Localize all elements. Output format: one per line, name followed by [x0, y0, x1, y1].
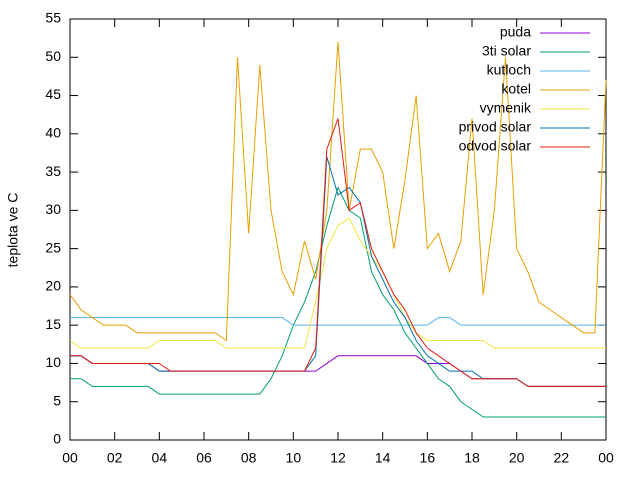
x-tick-label: 00 — [598, 450, 614, 466]
x-tick-label: 14 — [375, 450, 391, 466]
x-tick-label: 10 — [286, 450, 302, 466]
series-line — [70, 355, 606, 387]
x-tick-label: 00 — [62, 450, 78, 466]
x-tick-label: 08 — [241, 450, 257, 466]
x-tick-label: 06 — [196, 450, 212, 466]
legend-label: odvod solar — [459, 138, 532, 154]
series-line — [70, 118, 606, 387]
series-line — [70, 317, 606, 326]
legend-label: privod solar — [459, 119, 532, 135]
legend-label: kotel — [501, 81, 531, 97]
series-line — [70, 186, 606, 418]
x-tick-label: 18 — [464, 450, 480, 466]
legend-label: kutloch — [487, 62, 531, 78]
y-tick-label: 55 — [45, 10, 61, 26]
series-line — [69, 217, 606, 349]
y-tick-label: 10 — [45, 354, 61, 370]
legend-label: puda — [500, 24, 531, 40]
y-tick-label: 30 — [45, 201, 61, 217]
x-tick-label: 20 — [509, 450, 525, 466]
series-line — [70, 156, 606, 387]
x-tick-label: 22 — [554, 450, 570, 466]
y-tick-label: 20 — [45, 278, 61, 294]
y-tick-label: 15 — [45, 316, 61, 332]
x-tick-label: 04 — [152, 450, 168, 466]
y-tick-label: 40 — [45, 125, 61, 141]
series-line — [69, 41, 607, 342]
legend-label: 3ti solar — [482, 43, 531, 59]
x-tick-label: 02 — [107, 450, 123, 466]
y-tick-label: 50 — [45, 48, 61, 64]
y-tick-label: 5 — [53, 392, 61, 408]
x-tick-label: 16 — [420, 450, 436, 466]
y-tick-label: 25 — [45, 239, 61, 255]
legend-label: vymenik — [480, 100, 532, 116]
y-axis-label: teplota ve C — [5, 193, 21, 268]
y-tick-label: 35 — [45, 163, 61, 179]
y-tick-label: 0 — [53, 431, 61, 447]
y-tick-label: 45 — [45, 86, 61, 102]
x-tick-label: 12 — [330, 450, 346, 466]
